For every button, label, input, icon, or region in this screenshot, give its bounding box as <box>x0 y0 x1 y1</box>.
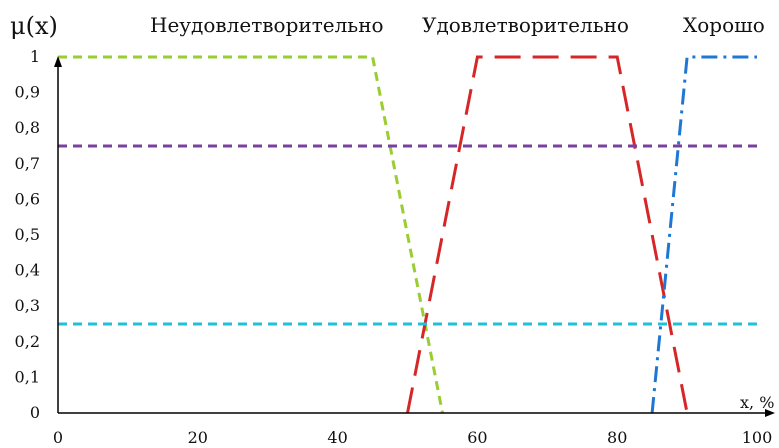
y-tick-label: 1 <box>30 47 40 66</box>
category-label-unsatisfactory: Неудовлетворительно <box>150 13 384 37</box>
x-tick-label: 40 <box>327 428 347 447</box>
series-line-0 <box>58 55 444 414</box>
y-axis-arrow <box>54 56 62 67</box>
series-layer <box>58 55 757 414</box>
x-tick-label: 60 <box>467 428 487 447</box>
y-tick-label: 0,4 <box>15 261 40 280</box>
axes-layer <box>54 56 775 417</box>
x-tick-label: 0 <box>53 428 63 447</box>
x-tick-label: 80 <box>607 428 627 447</box>
x-axis-label: x, % <box>740 393 774 412</box>
y-tick-label: 0,1 <box>15 367 40 386</box>
category-label-good: Хорошо <box>683 13 765 37</box>
x-tick-label: 100 <box>742 428 773 447</box>
y-tick-label: 0,6 <box>15 189 40 208</box>
series-line-2 <box>650 55 757 414</box>
x-tick-label: 20 <box>188 428 208 447</box>
y-tick-label: 0,2 <box>15 332 40 351</box>
category-label-satisfactory: Удовлетворительно <box>422 13 629 37</box>
y-tick-label: 0,9 <box>15 83 40 102</box>
y-tick-label: 0,7 <box>15 154 40 173</box>
y-tick-label: 0,3 <box>15 296 40 315</box>
y-tick-label: 0,5 <box>15 225 40 244</box>
x-axis-arrow <box>765 409 775 417</box>
y-tick-label: 0 <box>30 403 40 422</box>
y-tick-label: 0,8 <box>15 118 40 137</box>
ticks-layer: 0 0,1 0,2 0,3 0,4 0,5 0,6 0,7 0,8 0,9 1 0 20 40 60 80 10… <box>15 47 773 447</box>
series-line-1 <box>406 55 689 414</box>
y-axis-label: μ(x) <box>10 12 58 40</box>
